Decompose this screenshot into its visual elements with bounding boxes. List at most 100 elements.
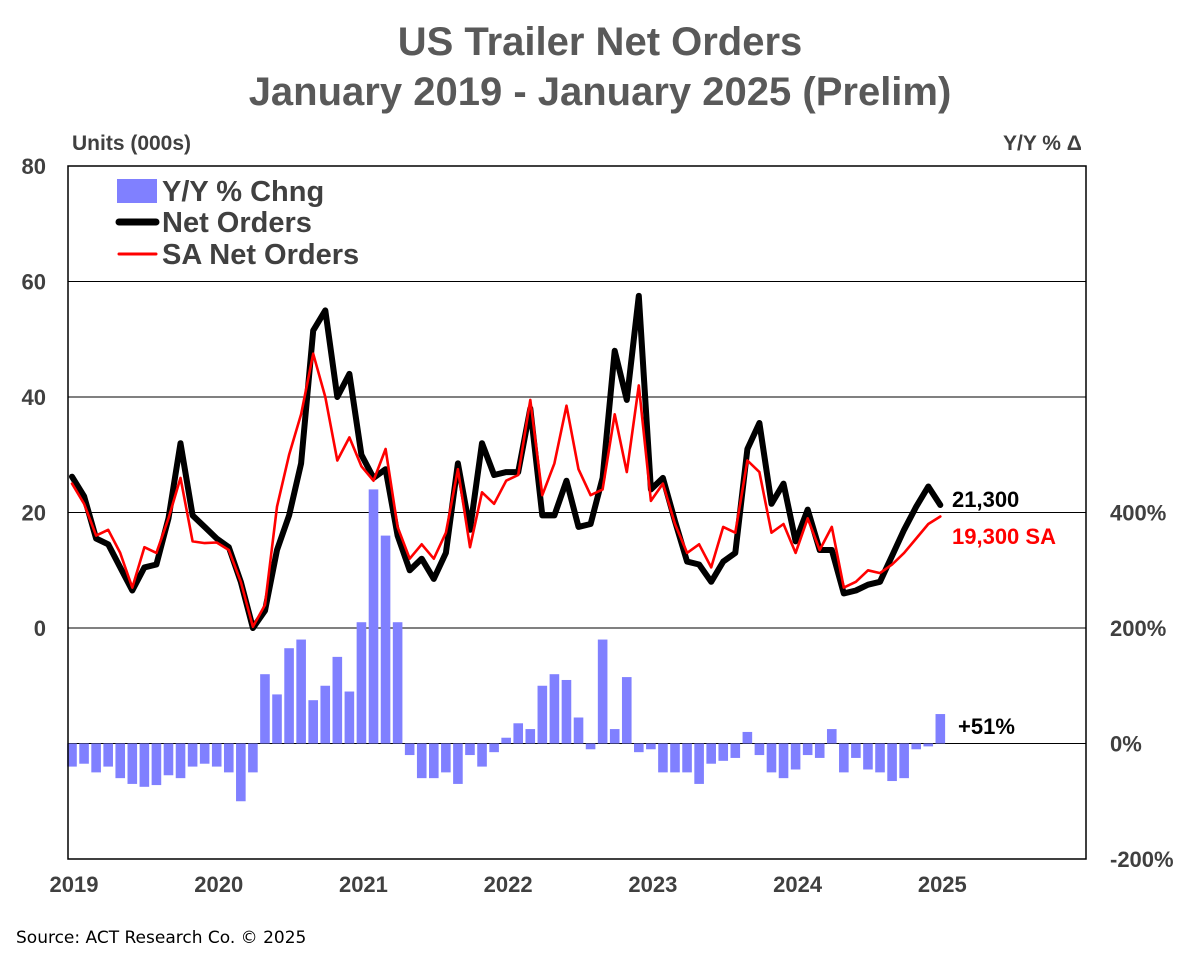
- x-axis-ticks: 2019 2020 2021 2022 2023 2024 2025: [50, 872, 967, 897]
- yoy-bar: [236, 743, 246, 802]
- source-note: Source: ACT Research Co. © 2025: [16, 928, 307, 948]
- yoy-bar: [573, 717, 584, 744]
- yoy-bar: [549, 674, 560, 744]
- yoy-bar: [851, 743, 861, 758]
- yoy-bar: [115, 743, 126, 779]
- legend-swatch-bar: [117, 179, 157, 203]
- left-tick-label: 0: [34, 616, 46, 641]
- x-tick-label: 2023: [628, 872, 677, 897]
- yoy-bar: [223, 743, 234, 773]
- annotations: 21,300 19,300 SA +51%: [952, 487, 1056, 739]
- right-axis-label: Y/Y % Δ: [1003, 132, 1082, 155]
- left-tick-label: 60: [22, 270, 46, 295]
- yoy-bar: [163, 743, 174, 776]
- yoy-bar: [79, 743, 89, 764]
- x-tick-label: 2021: [339, 872, 388, 897]
- left-axis-label: Units (000s): [72, 132, 192, 155]
- yoy-bar: [706, 743, 716, 764]
- yoy-bar: [561, 679, 572, 744]
- yoy-bar: [887, 743, 897, 782]
- left-tick-label: 40: [22, 385, 46, 410]
- yoy-bars: [67, 489, 946, 802]
- yoy-bar: [272, 694, 282, 744]
- yoy-bar: [441, 743, 451, 773]
- yoy-bar: [380, 535, 391, 744]
- x-tick-label: 2025: [918, 872, 967, 897]
- yoy-last-label: +51%: [958, 714, 1015, 739]
- yoy-bar: [368, 489, 379, 744]
- yoy-bar: [103, 743, 113, 767]
- left-axis-ticks: 80 60 40 20 0: [22, 154, 46, 641]
- yoy-bar: [658, 743, 668, 773]
- yoy-bar: [875, 743, 885, 773]
- yoy-bar: [489, 743, 499, 753]
- right-tick-label: 200%: [1110, 616, 1166, 641]
- yoy-bar: [513, 723, 524, 744]
- yoy-bar: [175, 743, 186, 779]
- sa-net-orders-line: [70, 352, 942, 629]
- yoy-bar: [923, 743, 934, 747]
- yoy-bar: [308, 700, 318, 744]
- yoy-bar: [501, 737, 511, 744]
- yoy-bar: [670, 743, 680, 773]
- yoy-bar: [199, 743, 210, 764]
- yoy-bar: [682, 743, 692, 773]
- yoy-bar: [802, 743, 813, 756]
- left-tick-label: 80: [22, 154, 46, 179]
- yoy-bar: [935, 714, 946, 744]
- yoy-bar: [260, 674, 270, 744]
- yoy-bar: [248, 743, 258, 773]
- net-orders-line: [69, 292, 944, 631]
- x-tick-label: 2024: [773, 872, 823, 897]
- yoy-bar: [863, 743, 873, 770]
- yoy-bar: [694, 743, 704, 784]
- yoy-bar: [585, 743, 596, 750]
- x-tick-label: 2020: [194, 872, 243, 897]
- yoy-bar: [730, 743, 741, 758]
- yoy-bar: [525, 729, 536, 744]
- yoy-bar: [332, 656, 343, 744]
- yoy-bar: [609, 729, 620, 744]
- right-tick-label: 400%: [1110, 501, 1166, 526]
- yoy-bar: [718, 743, 729, 761]
- yoy-bar: [211, 743, 222, 767]
- plot-frame: [67, 165, 1087, 860]
- yoy-bar: [537, 685, 548, 744]
- yoy-bar: [453, 743, 463, 784]
- legend-label: Net Orders: [162, 207, 312, 239]
- right-tick-label: -200%: [1110, 847, 1174, 872]
- chart-title: US Trailer Net Orders: [397, 20, 803, 64]
- sa-net-orders-last-label: 19,300 SA: [952, 524, 1056, 549]
- yoy-bar: [597, 639, 608, 744]
- yoy-bar: [392, 622, 403, 744]
- yoy-bar: [899, 743, 909, 779]
- yoy-bar: [91, 743, 101, 773]
- yoy-bar: [839, 743, 849, 773]
- yoy-bar: [127, 743, 138, 784]
- yoy-bar: [911, 743, 921, 750]
- yoy-bar: [139, 743, 150, 787]
- yoy-bar: [429, 743, 439, 779]
- yoy-bar: [284, 648, 294, 744]
- x-tick-label: 2019: [50, 872, 99, 897]
- yoy-bar: [766, 743, 777, 773]
- yoy-bar: [67, 743, 77, 767]
- yoy-bar: [151, 743, 162, 786]
- yoy-bar: [477, 743, 487, 767]
- yoy-bar: [320, 685, 331, 744]
- yoy-bar: [826, 729, 837, 744]
- net-orders-last-label: 21,300: [952, 487, 1019, 512]
- yoy-bar: [646, 743, 656, 750]
- x-tick-label: 2022: [484, 872, 533, 897]
- yoy-bar: [356, 622, 367, 744]
- yoy-bar: [344, 691, 355, 744]
- yoy-bar: [465, 743, 475, 756]
- left-tick-label: 20: [22, 501, 46, 526]
- yoy-bar: [814, 743, 825, 758]
- legend-label: SA Net Orders: [162, 239, 359, 271]
- yoy-bar: [621, 677, 632, 744]
- right-tick-label: 0%: [1110, 732, 1142, 757]
- yoy-bar: [296, 639, 306, 744]
